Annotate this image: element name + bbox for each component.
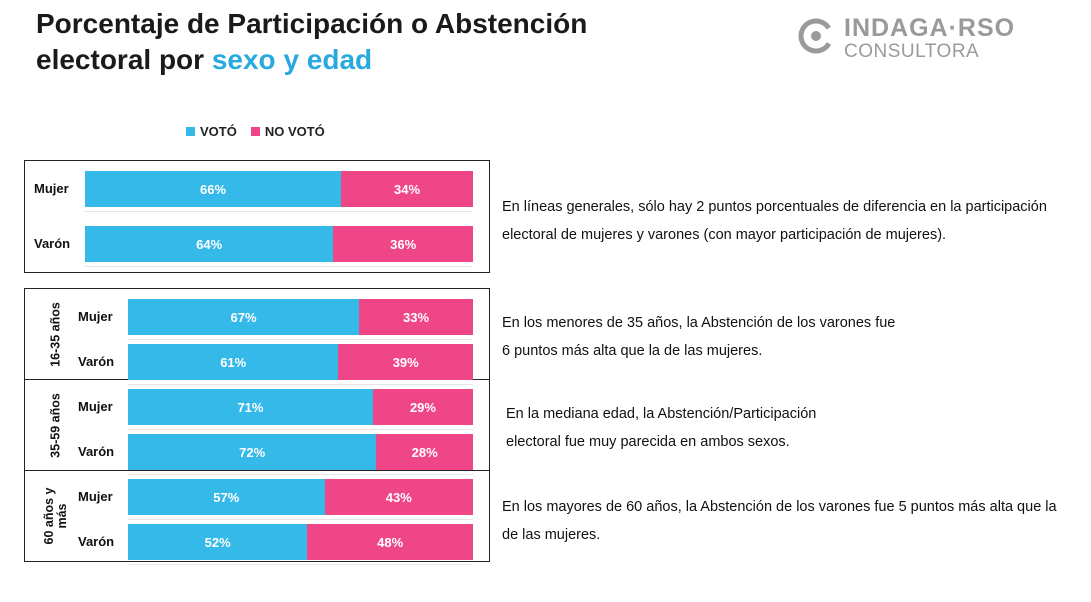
stacked-bar: 52% 48% bbox=[128, 524, 473, 560]
bar-segment-no-voto: 29% bbox=[372, 389, 473, 425]
legend-item-no-voto: NO VOTÓ bbox=[250, 124, 325, 139]
note-overall: En líneas generales, sólo hay 2 puntos p… bbox=[502, 199, 1047, 243]
bar-segment-no-voto: 36% bbox=[333, 226, 473, 262]
age-group-label: 16-35 años bbox=[48, 301, 63, 367]
bar-segment-no-voto: 48% bbox=[307, 524, 473, 560]
bar-segment-no-voto: 34% bbox=[341, 171, 473, 207]
logo-icon bbox=[798, 18, 834, 54]
note-young: En los menores de 35 años, la Abstención… bbox=[502, 315, 896, 359]
bar-segment-voto: 71% bbox=[128, 389, 373, 425]
chart-box-by-age bbox=[24, 288, 490, 562]
row-label: Varón bbox=[78, 444, 115, 459]
note-middle: En la mediana edad, la Abstención/Partic… bbox=[506, 406, 817, 450]
bar-segment-voto: 67% bbox=[128, 299, 360, 335]
bar-segment-voto: 66% bbox=[85, 171, 342, 207]
legend-swatch-voto bbox=[186, 127, 195, 136]
row-label: Mujer bbox=[34, 181, 69, 196]
row-label: Mujer bbox=[78, 489, 113, 504]
logo-sub-text: CONSULTORA bbox=[844, 41, 980, 62]
row-label: Mujer bbox=[78, 399, 113, 414]
bar-segment-no-voto: 33% bbox=[359, 299, 473, 335]
legend-swatch-no-voto bbox=[250, 127, 260, 136]
stacked-bar: 57% 43% bbox=[128, 479, 473, 515]
legend-item-voto: VOTÓ bbox=[186, 124, 237, 139]
stacked-bar: 71% 29% bbox=[128, 389, 473, 425]
bar-baseline bbox=[128, 564, 473, 565]
bar-segment-voto: 72% bbox=[128, 434, 377, 470]
page-title: Porcentaje de Participación o Abstención… bbox=[36, 6, 587, 78]
age-group-label: 35-59 años bbox=[48, 392, 63, 458]
bar-baseline bbox=[128, 519, 473, 520]
bar-baseline bbox=[85, 266, 473, 267]
legend-label-voto: VOTÓ bbox=[200, 124, 237, 139]
group-divider bbox=[24, 470, 490, 471]
company-logo: INDAGA·RSO CONSULTORA bbox=[796, 14, 1036, 62]
title-line-2-accent: sexo y edad bbox=[211, 44, 373, 75]
bar-baseline bbox=[128, 474, 473, 475]
title-line-2-prefix: electoral por bbox=[36, 44, 212, 75]
logo-main-text: INDAGA·RSO bbox=[844, 14, 1016, 42]
age-group-label: 60 años y más bbox=[42, 487, 69, 545]
stacked-bar: 72% 28% bbox=[128, 434, 473, 470]
bar-segment-voto: 57% bbox=[128, 479, 325, 515]
row-label: Varón bbox=[78, 534, 115, 549]
stacked-bar: 61% 39% bbox=[128, 344, 473, 380]
bar-segment-no-voto: 39% bbox=[338, 344, 473, 380]
row-label: Varón bbox=[34, 236, 71, 251]
stacked-bar: 67% 33% bbox=[128, 299, 473, 335]
stacked-bar: 66% 34% bbox=[85, 171, 473, 207]
bar-baseline bbox=[85, 211, 473, 212]
title-line-1: Porcentaje de Participación o Abstención bbox=[36, 8, 588, 39]
stacked-bar: 64% 36% bbox=[85, 226, 473, 262]
bar-baseline bbox=[128, 429, 473, 430]
row-label: Mujer bbox=[78, 309, 113, 324]
bar-segment-no-voto: 43% bbox=[324, 479, 473, 515]
legend-label-no-voto: NO VOTÓ bbox=[264, 124, 325, 139]
bar-segment-voto: 64% bbox=[85, 226, 334, 262]
chart-box-overall bbox=[24, 160, 490, 273]
bar-segment-voto: 52% bbox=[128, 524, 308, 560]
bar-segment-voto: 61% bbox=[128, 344, 339, 380]
bar-segment-no-voto: 28% bbox=[376, 434, 473, 470]
bar-baseline bbox=[128, 384, 473, 385]
chart-legend: VOTÓ NO VOTÓ bbox=[186, 124, 325, 139]
note-senior: En los mayores de 60 años, la Abstención… bbox=[502, 499, 1057, 543]
row-label: Varón bbox=[78, 354, 115, 369]
bar-baseline bbox=[128, 339, 473, 340]
